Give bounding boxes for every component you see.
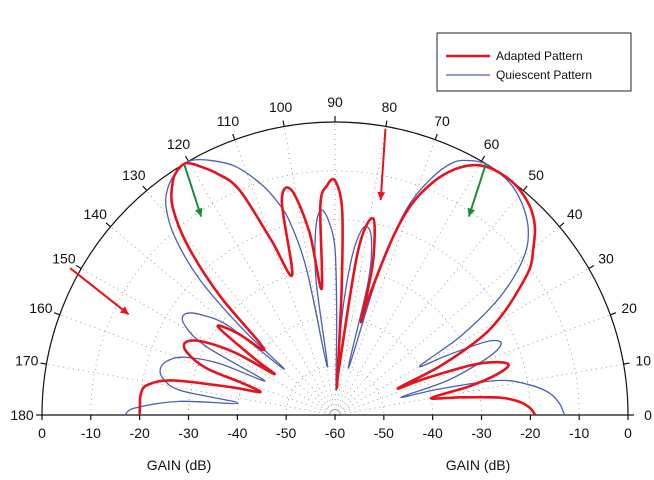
gain-tick-label: -30	[178, 425, 198, 441]
grid-spoke	[59, 314, 336, 416]
gain-tick-label: -50	[374, 425, 394, 441]
angle-tick-label: 40	[567, 206, 583, 222]
gain-tick-label: -40	[227, 425, 247, 441]
angle-tick-label: 20	[621, 300, 637, 316]
angle-tick	[559, 222, 565, 228]
angle-tick-label: 10	[635, 353, 651, 369]
annotation-arrow-head	[194, 207, 203, 217]
angle-tick-label: 60	[484, 136, 500, 152]
annotation-arrow-head	[377, 191, 386, 201]
angle-tick	[53, 312, 60, 316]
angle-tick-label: 30	[598, 251, 614, 267]
angle-tick-label: 90	[327, 94, 343, 110]
legend-label-adapted: Adapted Pattern	[496, 49, 583, 63]
angle-tick-label: 150	[52, 251, 76, 267]
gain-tick-label: -10	[81, 425, 101, 441]
angle-tick-label: 70	[434, 113, 450, 129]
label-layer: 0 10 20 30 40 50 60 70 80 90 100 110 120 130 140 150 160…	[10, 94, 652, 441]
angle-tick-label: 50	[528, 167, 544, 183]
annotation-arrow-shaft	[467, 163, 487, 217]
angle-tick	[623, 362, 630, 365]
gain-tick-label: -10	[569, 425, 589, 441]
grid-spoke	[234, 139, 336, 416]
x-axis-title-right: GAIN (dB)	[446, 457, 511, 473]
angle-tick-label: 130	[122, 167, 146, 183]
grid-spoke	[188, 161, 336, 416]
grid-spoke	[334, 139, 436, 416]
grid-ring	[90, 170, 580, 416]
angle-tick-label: 120	[167, 136, 191, 152]
angle-tick	[588, 264, 595, 270]
angle-tick	[184, 155, 190, 162]
angle-tick-label: 170	[15, 353, 39, 369]
angle-tick	[105, 222, 111, 228]
annotation-arrow-shaft	[183, 163, 203, 217]
angle-tick	[480, 155, 486, 162]
angle-tick-label: 140	[84, 206, 108, 222]
angle-tick	[142, 185, 148, 191]
angle-tick-label: 160	[29, 300, 53, 316]
annotation-layer	[69, 128, 487, 316]
angle-tick	[232, 133, 236, 140]
angle-tick	[610, 312, 617, 316]
grid-ring	[236, 316, 434, 416]
gain-tick-label: -20	[130, 425, 150, 441]
x-axis-title-left: GAIN (dB)	[147, 457, 212, 473]
angle-tick-label: 100	[269, 99, 293, 115]
angle-tick-label: 110	[217, 113, 240, 129]
series-layer	[124, 158, 566, 416]
gain-tick-label: -50	[276, 425, 296, 441]
grid-ring	[285, 366, 385, 416]
annotation-arrow-shaft	[379, 128, 387, 201]
axis-layer	[36, 116, 634, 420]
quiescent-pattern-line	[124, 158, 566, 416]
gain-tick-label: 0	[624, 425, 632, 441]
angle-tick	[385, 120, 388, 127]
gain-tick-label: -20	[520, 425, 540, 441]
gain-tick-label: -40	[423, 425, 443, 441]
outer-arc	[41, 121, 629, 416]
angle-tick-label: 80	[382, 99, 398, 115]
annotation-arrow-head	[119, 306, 129, 315]
angle-tick	[522, 185, 528, 191]
legend: Adapted Pattern Quiescent Pattern	[436, 32, 632, 92]
adapted-pattern-line	[138, 161, 537, 416]
gain-tick-label: -60	[325, 425, 345, 441]
angle-tick-label: 0	[644, 407, 652, 423]
legend-label-quiescent: Quiescent Pattern	[496, 68, 592, 82]
gain-tick-label: 0	[38, 425, 46, 441]
angle-tick-label: 180	[10, 407, 34, 423]
grid-spoke	[334, 161, 482, 416]
angle-tick	[434, 133, 438, 140]
grid-spoke	[334, 226, 560, 416]
angle-tick	[282, 120, 285, 127]
angle-tick	[75, 264, 82, 270]
grid-layer	[46, 122, 624, 416]
grid-ring	[188, 268, 482, 416]
angle-tick	[40, 362, 47, 365]
annotation-arrow-head	[467, 207, 476, 217]
legend-box	[436, 32, 632, 92]
annotation-arrow-shaft	[69, 267, 130, 316]
gain-tick-label: -30	[471, 425, 491, 441]
